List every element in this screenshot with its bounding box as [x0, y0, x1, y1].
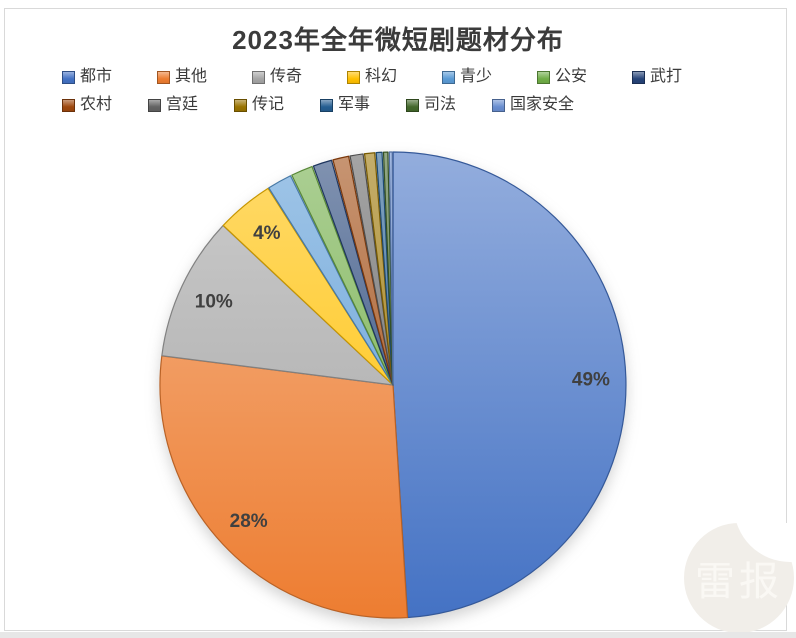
pie-slice-武打: [312, 159, 394, 386]
legend-item-宫廷: 宫廷: [148, 97, 234, 113]
legend-swatch: [492, 98, 505, 112]
pie-slice-公安: [291, 165, 394, 386]
legend-swatch: [537, 70, 550, 84]
pie-slice-青少: [268, 175, 394, 386]
legend-swatch: [148, 98, 161, 112]
bottom-strip: [0, 632, 796, 638]
legend-swatch: [406, 98, 419, 112]
legend: 都市 其他 传奇 科幻 青少 公安 武打农村 宫廷 传记 军事 司法 国家安全: [62, 66, 762, 116]
chart-title: 2023年全年微短剧题材分布: [232, 25, 564, 55]
pie-slice-其他: [159, 355, 409, 619]
watermark: 雷报: [684, 523, 794, 633]
legend-label: 国家安全: [510, 96, 575, 113]
legend-label: 司法: [424, 96, 457, 113]
legend-swatch: [252, 70, 265, 84]
legend-label: 传奇: [270, 68, 303, 85]
pie-slice-农村: [332, 155, 394, 386]
legend-label: 科幻: [365, 68, 398, 85]
legend-swatch: [632, 70, 645, 84]
data-label-科幻: 4%: [253, 223, 281, 244]
data-label-其他: 28%: [230, 511, 268, 532]
legend-label: 宫廷: [166, 96, 199, 113]
pie-chart: 49% 28% 10% 4%: [159, 151, 627, 619]
legend-item-都市: 都市: [62, 69, 157, 85]
legend-label: 农村: [80, 96, 113, 113]
legend-item-青少: 青少: [442, 69, 537, 85]
pie-slice-传记: [363, 152, 394, 386]
legend-swatch: [62, 98, 75, 112]
data-label-都市: 49%: [572, 369, 610, 390]
legend-item-农村: 农村: [62, 97, 148, 113]
legend-label: 其他: [175, 68, 208, 85]
pie-slice-军事: [375, 151, 394, 386]
pie-slice-宫廷: [349, 153, 394, 386]
legend-label: 军事: [338, 96, 371, 113]
legend-row: 农村 宫廷 传记 军事 司法 国家安全: [62, 94, 762, 116]
legend-item-武打: 武打: [632, 69, 682, 85]
legend-swatch: [347, 70, 360, 84]
legend-swatch: [62, 70, 75, 84]
legend-item-其他: 其他: [157, 69, 252, 85]
legend-label: 公安: [555, 68, 588, 85]
legend-item-科幻: 科幻: [347, 69, 442, 85]
legend-row: 都市 其他 传奇 科幻 青少 公安 武打: [62, 66, 762, 88]
watermark-text: 雷报: [695, 559, 783, 604]
data-label-传奇: 10%: [195, 291, 233, 312]
chart-frame: [4, 8, 787, 631]
pie-slice-司法: [382, 151, 394, 386]
legend-swatch: [234, 98, 247, 112]
pie-slice-国家安全: [388, 151, 394, 386]
legend-item-国家安全: 国家安全: [492, 97, 574, 113]
legend-label: 武打: [650, 68, 683, 85]
legend-item-公安: 公安: [537, 69, 632, 85]
pie-slice-传奇: [161, 224, 394, 386]
legend-swatch: [157, 70, 170, 84]
legend-label: 青少: [460, 68, 493, 85]
legend-item-传记: 传记: [234, 97, 320, 113]
legend-swatch: [442, 70, 455, 84]
legend-item-传奇: 传奇: [252, 69, 347, 85]
legend-swatch: [320, 98, 333, 112]
legend-item-司法: 司法: [406, 97, 492, 113]
legend-label: 传记: [252, 96, 285, 113]
legend-item-军事: 军事: [320, 97, 406, 113]
legend-label: 都市: [80, 68, 113, 85]
pie-slice-科幻: [222, 187, 394, 386]
pie-slice-都市: [392, 151, 627, 619]
